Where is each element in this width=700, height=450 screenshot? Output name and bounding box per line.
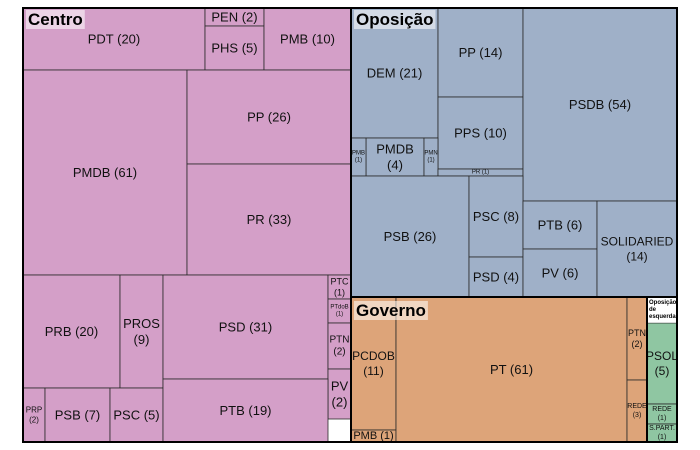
tile-centro-phs[interactable] bbox=[204, 25, 265, 71]
tile-value-oposicao-pmb: (1) bbox=[355, 158, 362, 164]
tile-label-oposicao-ptb: PTB (6) bbox=[538, 218, 583, 233]
tile-label-governo-rede: REDE bbox=[627, 403, 647, 410]
tile-value-oposicao-de-esquerda-rede: (1) bbox=[658, 415, 667, 422]
tile-centro-pmdb[interactable] bbox=[22, 69, 188, 276]
tile-label-centro-pen: PEN (2) bbox=[211, 10, 257, 25]
tile-label-oposicao-pps: PPS (10) bbox=[454, 126, 507, 141]
tile-value-governo-pcdob: (11) bbox=[363, 364, 383, 378]
group-title-oposicao: Oposição bbox=[356, 10, 433, 29]
group-title-governo: Governo bbox=[356, 301, 426, 320]
tile-value-centro-prp: (2) bbox=[29, 415, 39, 424]
tile-label-oposicao-pmdb: PMDB bbox=[376, 141, 414, 156]
tile-value-centro-ptn: (2) bbox=[333, 347, 345, 358]
tile-label-oposicao-pv: PV (6) bbox=[542, 266, 579, 281]
tile-value-oposicao-pmn: (1) bbox=[427, 158, 434, 164]
tile-label-centro-ptn: PTN bbox=[330, 334, 350, 345]
tile-label-centro-pros: PROS bbox=[123, 316, 160, 331]
tile-label-oposicao-de-esquerda-s-part: S.PART. bbox=[649, 425, 675, 432]
tile-label-oposicao-dem: DEM (21) bbox=[367, 66, 423, 81]
tile-value-oposicao-de-esquerda-psol: (5) bbox=[655, 364, 670, 378]
tile-value-centro-pros: (9) bbox=[134, 332, 150, 347]
tile-label-centro-phs: PHS (5) bbox=[211, 41, 257, 56]
tile-label-centro-psd: PSD (31) bbox=[219, 320, 272, 335]
tile-label-centro-pp: PP (26) bbox=[247, 110, 291, 125]
tile-oposicao-psc[interactable] bbox=[468, 175, 524, 258]
tile-label-oposicao-pp: PP (14) bbox=[459, 45, 503, 60]
tile-label-centro-pdt: PDT (20) bbox=[88, 32, 141, 47]
tile-oposicao-pps[interactable] bbox=[437, 96, 524, 170]
group-title-halo bbox=[26, 10, 85, 29]
tile-centro-psd[interactable] bbox=[162, 274, 329, 380]
tile-label-centro-psc: PSC (5) bbox=[113, 408, 159, 423]
tile-label-centro-psb: PSB (7) bbox=[55, 408, 101, 423]
tile-oposicao-psb[interactable] bbox=[350, 175, 470, 298]
tile-label-centro-pmdb: PMDB (61) bbox=[73, 165, 137, 180]
tile-label-centro-ptdob: PTdoB bbox=[330, 304, 348, 310]
tile-label-governo-ptn: PTN bbox=[628, 328, 646, 338]
tile-label-oposicao-psc: PSC (8) bbox=[473, 209, 519, 224]
tile-value-centro-ptc: (1) bbox=[334, 288, 345, 298]
tile-value-oposicao-de-esquerda-s-part: (1) bbox=[658, 434, 667, 441]
group-title-oposicao-de-esquerda: Oposição bbox=[649, 300, 677, 306]
tile-value-governo-ptn: (2) bbox=[632, 339, 643, 349]
tile-oposicao-solidaried[interactable] bbox=[596, 200, 678, 298]
tile-value-governo-rede: (3) bbox=[633, 412, 642, 419]
tile-centro-pr[interactable] bbox=[186, 163, 352, 276]
group-title-oposicao-de-esquerda: esquerda bbox=[649, 314, 676, 320]
tile-centro-psb[interactable] bbox=[44, 387, 111, 443]
tile-label-oposicao-solidaried: SOLIDARIED bbox=[601, 235, 674, 249]
tile-value-centro-pv: (2) bbox=[332, 395, 348, 410]
tile-value-oposicao-pmdb: (4) bbox=[387, 158, 403, 173]
tile-label-centro-pmb: PMB (10) bbox=[280, 32, 335, 47]
group-frame-oposicao-de-esquerda bbox=[646, 296, 678, 443]
group-centro: PDT (20) PEN (2) PHS (5) PMB (10) PMDB (61) P… bbox=[22, 7, 352, 443]
tile-label-oposicao-pmb: PMB bbox=[352, 150, 365, 156]
group-governo: PCDOB(11) PMB (1) PT (61) PTN(2) REDE (3) Gove… bbox=[350, 296, 648, 443]
tile-oposicao-pp[interactable] bbox=[437, 7, 524, 98]
tile-label-centro-ptc: PTC bbox=[331, 276, 350, 286]
tile-oposicao-psdb[interactable] bbox=[522, 7, 678, 202]
group-title-halo bbox=[354, 301, 428, 320]
tile-label-governo-pcdob: PCDOB bbox=[352, 349, 395, 363]
tile-centro-pros[interactable] bbox=[119, 274, 164, 389]
tile-label-oposicao-psd: PSD (4) bbox=[473, 270, 519, 285]
tile-label-oposicao-pr: PR (1) bbox=[472, 170, 489, 176]
tile-centro-pmb[interactable] bbox=[263, 7, 352, 71]
tile-centro-prb[interactable] bbox=[22, 274, 121, 389]
tile-label-centro-prb: PRB (20) bbox=[45, 324, 98, 339]
tile-label-oposicao-psdb: PSDB (54) bbox=[569, 97, 631, 112]
tile-label-governo-pmb: PMB (1) bbox=[353, 430, 393, 442]
tile-oposicao-pmdb[interactable] bbox=[365, 137, 425, 177]
tile-label-oposicao-de-esquerda-psol: PSOL bbox=[646, 349, 678, 363]
tile-oposicao-de-esquerda-psol[interactable] bbox=[646, 322, 678, 405]
tile-value-oposicao-solidaried: (14) bbox=[626, 249, 647, 263]
tile-label-oposicao-de-esquerda-rede: REDE bbox=[652, 406, 672, 413]
tile-label-oposicao-psb: PSB (26) bbox=[384, 229, 437, 244]
group-oposicao: DEM (21) PP (14) PPS (10) PMDB (4) PMB (1) PMN (… bbox=[350, 7, 678, 298]
tile-value-centro-ptdob: (1) bbox=[336, 312, 343, 318]
group-title-centro: Centro bbox=[28, 10, 83, 29]
tile-label-governo-pt: PT (61) bbox=[490, 362, 533, 377]
tile-label-centro-prp: PRP bbox=[26, 406, 42, 415]
tile-label-oposicao-pmn: PMN bbox=[424, 150, 437, 156]
tile-label-centro-ptb: PTB (19) bbox=[219, 403, 271, 418]
group-title-oposicao-de-esquerda: de bbox=[649, 307, 657, 313]
tile-centro-ptb[interactable] bbox=[162, 378, 329, 443]
group-title-halo bbox=[354, 10, 436, 29]
group-title-halo bbox=[647, 297, 677, 323]
tile-label-centro-pr: PR (33) bbox=[247, 212, 292, 227]
tile-label-centro-pv: PV bbox=[331, 378, 349, 393]
group-oposicao-de-esquerda: PSOL(5) REDE (1) S.PART. (1) Oposiçãodeesquer… bbox=[646, 296, 678, 443]
